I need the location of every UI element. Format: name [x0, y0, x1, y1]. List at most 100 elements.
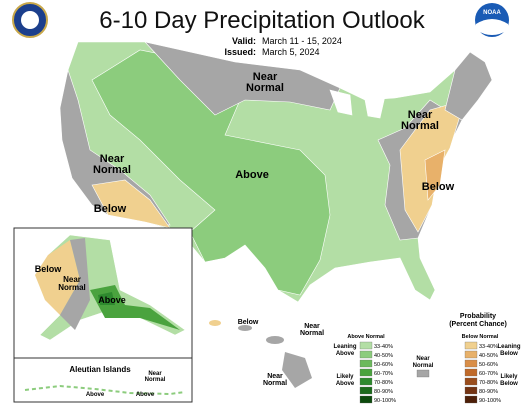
- above-swatch: [359, 368, 373, 377]
- near-normal-maine: [444, 51, 493, 121]
- region-label-line: Below: [422, 181, 455, 193]
- region-label-line: Above: [136, 392, 155, 398]
- region-label: Near Normal: [401, 109, 439, 132]
- above-label: 70-80%: [374, 380, 393, 386]
- region-label: Above: [235, 169, 269, 181]
- region-label-line: Normal: [300, 330, 324, 337]
- leaning-below-line: Leaning: [497, 344, 520, 350]
- aleutian-inset: [13, 357, 193, 403]
- likely-below: Likely Below: [500, 374, 518, 387]
- above-swatch: [359, 386, 373, 395]
- region-label-line: Near: [408, 109, 433, 121]
- above-swatch: [359, 341, 373, 350]
- near-normal-swatch: [416, 369, 430, 378]
- region-label: Near Normal: [145, 371, 166, 383]
- region-label-line: Below: [35, 264, 63, 274]
- noaa-text: NOAA: [483, 10, 501, 16]
- alaska-near-normal: [60, 238, 90, 330]
- region-label-line: Normal: [263, 380, 287, 387]
- region-label-line: Normal: [93, 164, 131, 176]
- below-swatch: [464, 368, 478, 377]
- below-swatch: [464, 395, 478, 404]
- region-label-line: Above: [98, 295, 126, 305]
- likely-above: Likely Above: [336, 374, 355, 387]
- region-label-line: Near: [148, 371, 162, 377]
- leaning-below-line: Below: [500, 351, 518, 357]
- region-label: Near Normal: [246, 71, 284, 94]
- kauai: [209, 320, 221, 326]
- title: 6-10 Day Precipitation Outlook: [99, 7, 426, 34]
- region-label: Near Normal: [300, 323, 324, 337]
- below-swatch: [464, 350, 478, 359]
- above-swatch: [359, 359, 373, 368]
- noaa-wave: [476, 19, 508, 35]
- region-label-line: Above: [86, 392, 105, 398]
- above-label: 50-60%: [374, 362, 393, 368]
- below-swatch: [464, 359, 478, 368]
- below-label: 90-100%: [479, 398, 501, 404]
- leaning-below: Leaning Below: [497, 344, 520, 357]
- region-label-line: Below: [94, 203, 127, 215]
- likely-below-line: Likely: [500, 374, 518, 380]
- above-label: 90-100%: [374, 398, 396, 404]
- region-label: Below: [238, 319, 259, 326]
- issued-label: Issued:: [224, 47, 256, 57]
- region-label: Below: [422, 181, 455, 193]
- region-label-line: Normal: [246, 82, 284, 94]
- above-label: 33-40%: [374, 344, 393, 350]
- near-normal-north: [144, 41, 341, 116]
- above-swatch: [359, 395, 373, 404]
- maui: [266, 336, 284, 344]
- valid-label: Valid:: [232, 36, 256, 46]
- region-label: Near Normal: [263, 373, 287, 387]
- hawaii: [209, 320, 312, 388]
- above-header: Above Normal: [347, 334, 385, 340]
- leaning-above: Leaning Above: [333, 344, 356, 357]
- region-label-line: Near: [100, 153, 125, 165]
- region-label-line: Normal: [401, 120, 439, 132]
- below-swatch: [464, 386, 478, 395]
- below-label: 40-50%: [479, 353, 498, 359]
- region-label: Above: [86, 392, 105, 398]
- doc-seal-center: [21, 11, 39, 29]
- below-east-40: [424, 149, 446, 201]
- below-swatch: [464, 377, 478, 386]
- near-normal-line: Near: [416, 356, 430, 362]
- alaska-above-core: [98, 292, 115, 305]
- legend-title-line: Probability: [460, 313, 496, 320]
- near-normal: Near Normal: [413, 356, 434, 369]
- region-label-line: Near: [304, 323, 320, 330]
- legend-title-line: (Percent Chance): [449, 321, 507, 328]
- likely-below-line: Below: [500, 381, 518, 387]
- alaska-below: [35, 240, 80, 315]
- region-label: Above: [136, 392, 155, 398]
- region-label-line: Above: [235, 169, 269, 181]
- leaning-above-line: Above: [336, 351, 355, 357]
- above-40-50: [91, 49, 331, 296]
- region-label-line: Normal: [145, 377, 166, 383]
- region-label: Below: [94, 203, 127, 215]
- below-label: 50-60%: [479, 362, 498, 368]
- issued-date: March 5, 2024: [262, 47, 320, 57]
- region-label-line: Near: [267, 373, 283, 380]
- below-label: 70-80%: [479, 380, 498, 386]
- legend-title: Probability (Percent Chance): [449, 313, 507, 328]
- big-island: [282, 352, 312, 388]
- region-label: Near Normal: [58, 275, 86, 292]
- valid-date: March 11 - 15, 2024: [262, 36, 342, 46]
- above-label: 80-90%: [374, 389, 393, 395]
- below-label: 80-90%: [479, 389, 498, 395]
- region-label-line: Normal: [58, 283, 86, 292]
- above-swatch: [359, 377, 373, 386]
- region-label: Near Normal: [93, 153, 131, 176]
- below-label: 33-40%: [479, 344, 498, 350]
- above-label: 60-70%: [374, 371, 393, 377]
- below-swatch: [464, 341, 478, 350]
- below-header: Below Normal: [462, 334, 499, 340]
- region-label: Below: [35, 264, 63, 274]
- region-label: Above: [98, 295, 126, 305]
- likely-above-line: Likely: [336, 374, 354, 380]
- region-label-line: Near: [63, 275, 81, 284]
- aleutian-title: Aleutian Islands: [69, 365, 131, 374]
